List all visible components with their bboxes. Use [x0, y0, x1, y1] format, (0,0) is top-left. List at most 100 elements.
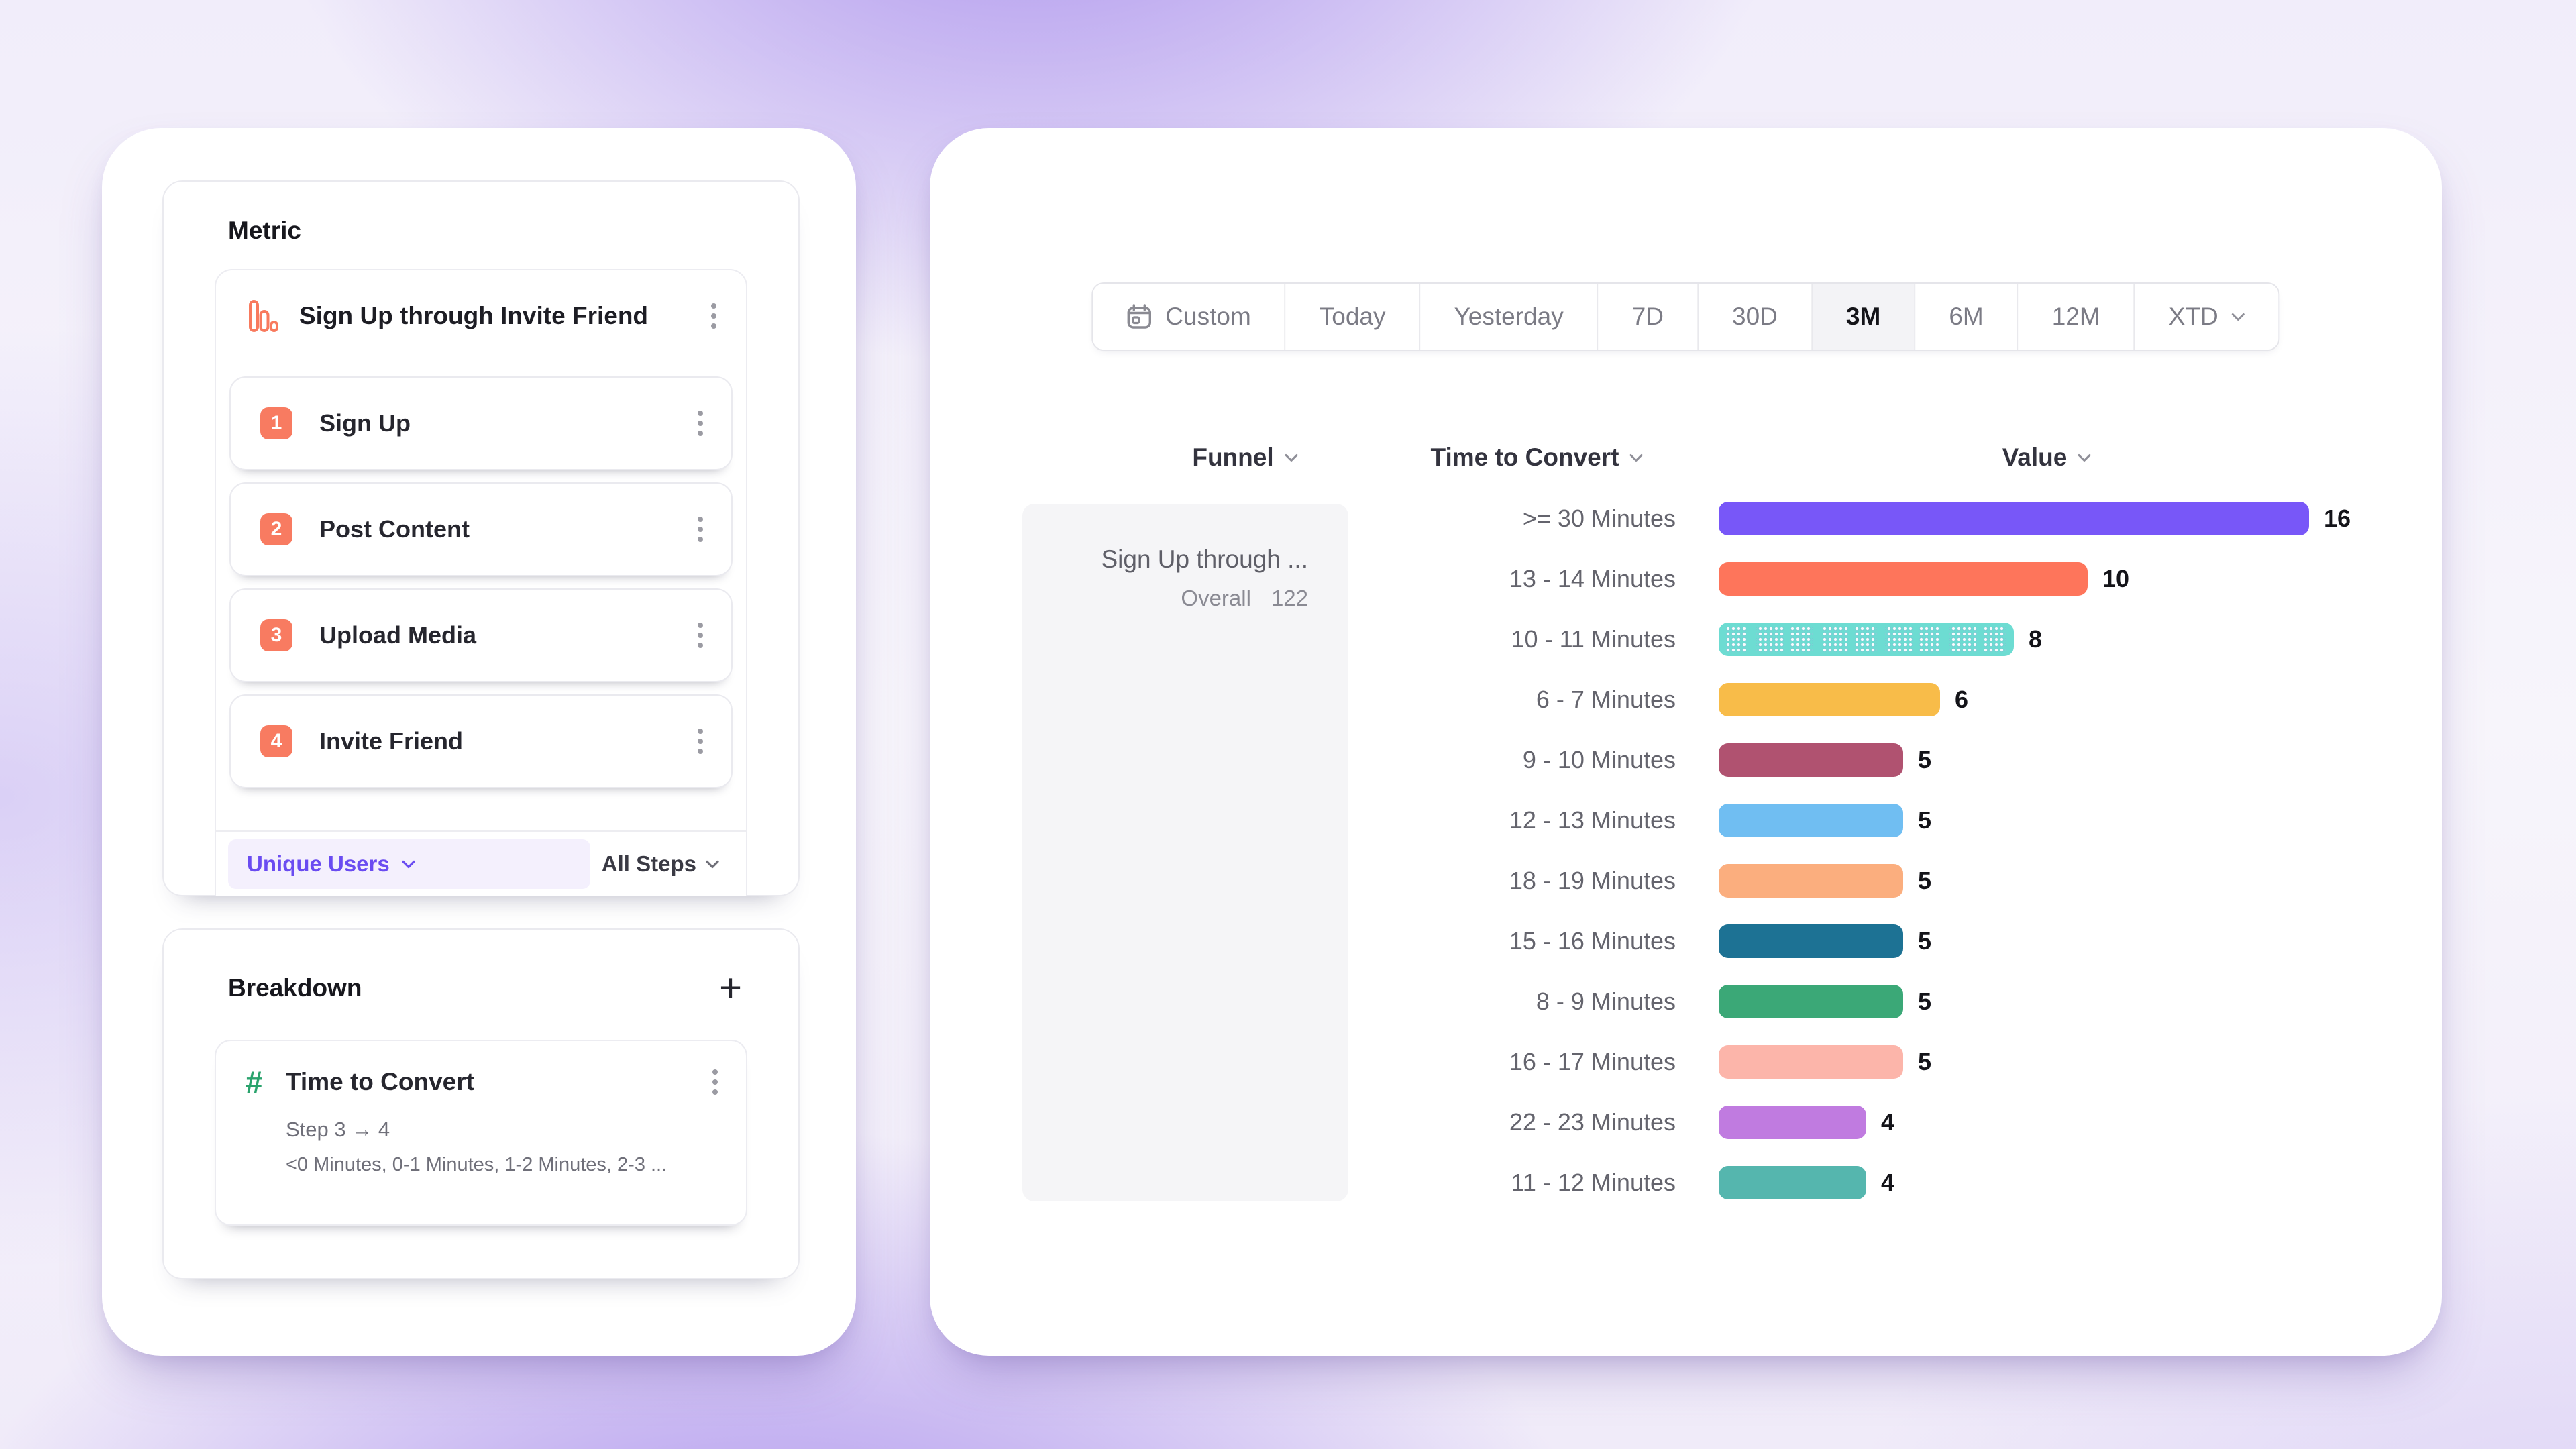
column-header-funnel[interactable]: Funnel: [1131, 443, 1359, 472]
bar-value: 5: [1918, 806, 1932, 834]
time-range-7d[interactable]: 7D: [1598, 284, 1699, 350]
time-range-custom[interactable]: Custom: [1093, 284, 1286, 350]
more-options-icon[interactable]: [694, 513, 707, 546]
bar-segment[interactable]: [1719, 562, 2088, 596]
chevron-down-icon: [1285, 453, 1298, 462]
breakdown-card-title: Breakdown: [228, 974, 362, 1002]
steps-filter-select[interactable]: All Steps: [602, 851, 719, 877]
time-range-3m[interactable]: 3M: [1812, 284, 1916, 350]
metric-card: Metric Sign Up through Invite Friend 1 Si…: [162, 180, 800, 896]
bar-row: 16 - 17 Minutes 5: [1381, 1032, 2375, 1092]
bar-segment[interactable]: [1719, 924, 1903, 958]
time-range-today[interactable]: Today: [1285, 284, 1421, 350]
bar-category-label: 12 - 13 Minutes: [1509, 806, 1676, 834]
bar-category-label: 15 - 16 Minutes: [1509, 927, 1676, 955]
breakdown-header: Breakdown +: [228, 969, 742, 1008]
more-options-icon[interactable]: [694, 407, 707, 440]
time-range-6m[interactable]: 6M: [1915, 284, 2019, 350]
bar-category-label: 22 - 23 Minutes: [1509, 1108, 1676, 1136]
funnel-cell-title: Sign Up through ...: [1101, 545, 1308, 573]
chevron-down-icon: [2232, 313, 2245, 321]
bar-value: 4: [1881, 1108, 1895, 1136]
hash-icon: #: [246, 1065, 263, 1099]
time-range-selector: Custom Today Yesterday 7D 30D 3M 6M 12M XTD: [1091, 282, 2280, 351]
bar-row: 9 - 10 Minutes 5: [1381, 730, 2375, 790]
funnel-step-2[interactable]: 2 Post Content: [229, 482, 733, 576]
time-range-label: 30D: [1732, 303, 1778, 330]
report-panel: Custom Today Yesterday 7D 30D 3M 6M 12M XTD Funn…: [930, 128, 2442, 1356]
bar-value: 6: [1955, 686, 1969, 713]
step-label: Upload Media: [319, 621, 477, 649]
bar-segment[interactable]: [1719, 864, 1903, 898]
funnel-cell: Sign Up through ... Overall 122: [1022, 504, 1348, 1201]
bar-segment[interactable]: [1719, 985, 1903, 1018]
add-breakdown-button[interactable]: +: [719, 966, 742, 1010]
funnel-chart-icon: [248, 297, 279, 335]
bar-segment[interactable]: [1719, 623, 2014, 656]
chevron-down-icon: [402, 860, 415, 869]
bar-segment[interactable]: [1719, 743, 1903, 777]
bar-rows: >= 30 Minutes 16 13 - 14 Minutes 10 10 - 11 …: [1381, 488, 2375, 1213]
step-number-badge: 4: [260, 725, 292, 757]
more-options-icon[interactable]: [694, 724, 707, 758]
time-range-label: XTD: [2168, 303, 2218, 330]
bar-segment[interactable]: [1719, 1166, 1866, 1199]
more-options-icon[interactable]: [707, 299, 720, 333]
dotted-pattern-overlay: [1725, 626, 2007, 653]
more-options-icon[interactable]: [694, 619, 707, 652]
time-range-xtd[interactable]: XTD: [2135, 284, 2279, 350]
funnel-title-row[interactable]: Sign Up through Invite Friend: [216, 270, 746, 362]
funnel-definition-card: Sign Up through Invite Friend 1 Sign Up 2 P…: [215, 269, 747, 896]
metric-card-title: Metric: [228, 217, 301, 244]
breakdown-item-values-preview: <0 Minutes, 0-1 Minutes, 1-2 Minutes, 2-…: [286, 1154, 667, 1175]
bar-row: >= 30 Minutes 16: [1381, 488, 2375, 549]
bar-row: 18 - 19 Minutes 5: [1381, 851, 2375, 911]
bar-value: 10: [2102, 565, 2130, 592]
more-options-icon[interactable]: [708, 1065, 722, 1099]
bar-category-label: 13 - 14 Minutes: [1509, 565, 1676, 592]
bar-segment[interactable]: [1719, 1106, 1866, 1139]
bar-category-label: 9 - 10 Minutes: [1522, 746, 1676, 773]
bar-value: 16: [2324, 504, 2351, 532]
query-builder-panel: Metric Sign Up through Invite Friend 1 Si…: [102, 128, 856, 1356]
time-range-label: Today: [1319, 303, 1386, 330]
time-range-30d[interactable]: 30D: [1699, 284, 1813, 350]
column-header-time-to-convert[interactable]: Time to Convert: [1369, 443, 1705, 472]
funnel-step-1[interactable]: 1 Sign Up: [229, 376, 733, 470]
bar-segment[interactable]: [1719, 804, 1903, 837]
step-label: Sign Up: [319, 409, 411, 437]
bar-category-label: 6 - 7 Minutes: [1536, 686, 1676, 713]
bar-category-label: >= 30 Minutes: [1522, 504, 1676, 532]
calendar-icon: [1126, 303, 1152, 330]
funnel-step-3[interactable]: 3 Upload Media: [229, 588, 733, 682]
bar-category-label: 18 - 19 Minutes: [1509, 867, 1676, 894]
column-header-label: Value: [2002, 443, 2068, 471]
chevron-down-icon: [2078, 453, 2091, 462]
bar-value: 5: [1918, 746, 1932, 773]
breakdown-item-subtitle: Step 3 → 4: [286, 1118, 390, 1141]
chevron-down-icon: [1629, 453, 1643, 462]
step-number-badge: 2: [260, 513, 292, 545]
bar-segment[interactable]: [1719, 683, 1940, 716]
bar-row: 13 - 14 Minutes 10: [1381, 549, 2375, 609]
step-number-badge: 3: [260, 619, 292, 651]
chevron-down-icon: [706, 860, 719, 869]
breakdown-card: Breakdown + # Time to Convert Step 3 → 4…: [162, 928, 800, 1279]
bar-row: 10 - 11 Minutes 8: [1381, 609, 2375, 669]
bar-row: 22 - 23 Minutes 4: [1381, 1092, 2375, 1152]
column-header-label: Time to Convert: [1430, 443, 1619, 471]
breakdown-item[interactable]: # Time to Convert Step 3 → 4 <0 Minutes,…: [215, 1040, 747, 1226]
bar-value: 5: [1918, 1048, 1932, 1075]
column-header-value[interactable]: Value: [1946, 443, 2147, 472]
time-range-label: Yesterday: [1454, 303, 1564, 330]
step-number-badge: 1: [260, 407, 292, 439]
time-range-12m[interactable]: 12M: [2018, 284, 2135, 350]
counting-method-select[interactable]: Unique Users: [228, 839, 590, 889]
funnel-step-4[interactable]: 4 Invite Friend: [229, 694, 733, 788]
time-range-label: 3M: [1845, 303, 1881, 330]
bar-segment[interactable]: [1719, 1045, 1903, 1079]
time-range-label: Custom: [1165, 303, 1251, 330]
time-range-yesterday[interactable]: Yesterday: [1420, 284, 1599, 350]
bar-segment[interactable]: [1719, 502, 2309, 535]
bar-row: 6 - 7 Minutes 6: [1381, 669, 2375, 730]
